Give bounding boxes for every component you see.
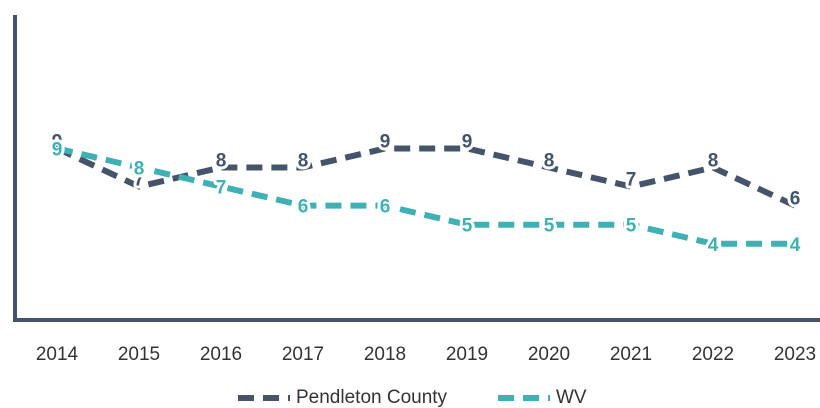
x-tick-label: 2015 bbox=[118, 344, 160, 365]
data-label: 6 bbox=[298, 197, 309, 218]
data-label: 5 bbox=[544, 216, 555, 237]
data-label: 9 bbox=[462, 131, 473, 152]
data-label: 8 bbox=[298, 151, 309, 172]
data-label: 9 bbox=[52, 131, 63, 152]
data-label: 7 bbox=[216, 178, 227, 199]
x-tick-label: 2018 bbox=[364, 344, 406, 365]
legend-label: WV bbox=[556, 387, 587, 408]
data-label: 5 bbox=[462, 216, 473, 237]
x-tick-label: 2014 bbox=[36, 344, 79, 365]
x-tick-label: 2016 bbox=[200, 344, 242, 365]
data-label: 7 bbox=[134, 170, 145, 191]
data-label: 8 bbox=[216, 151, 227, 172]
x-tick-label: 2020 bbox=[528, 344, 570, 365]
data-label: 5 bbox=[626, 216, 637, 237]
x-tick-label: 2017 bbox=[282, 344, 324, 365]
data-label: 4 bbox=[708, 235, 719, 256]
data-label: 6 bbox=[380, 197, 391, 218]
data-label: 8 bbox=[708, 151, 719, 172]
series-line bbox=[56, 145, 795, 247]
data-label: 6 bbox=[790, 189, 801, 210]
data-label: 4 bbox=[790, 235, 801, 256]
data-label: 8 bbox=[134, 159, 145, 180]
data-label: 7 bbox=[626, 170, 637, 191]
x-tick-label: 2022 bbox=[692, 344, 734, 365]
x-tick-label: 2019 bbox=[446, 344, 488, 365]
data-label: 9 bbox=[380, 131, 391, 152]
data-label: 8 bbox=[544, 151, 555, 172]
legend-label: Pendleton County bbox=[296, 387, 448, 408]
x-tick-label: 2023 bbox=[774, 344, 816, 365]
data-label: 9 bbox=[52, 139, 63, 160]
x-tick-label: 2021 bbox=[610, 344, 652, 365]
